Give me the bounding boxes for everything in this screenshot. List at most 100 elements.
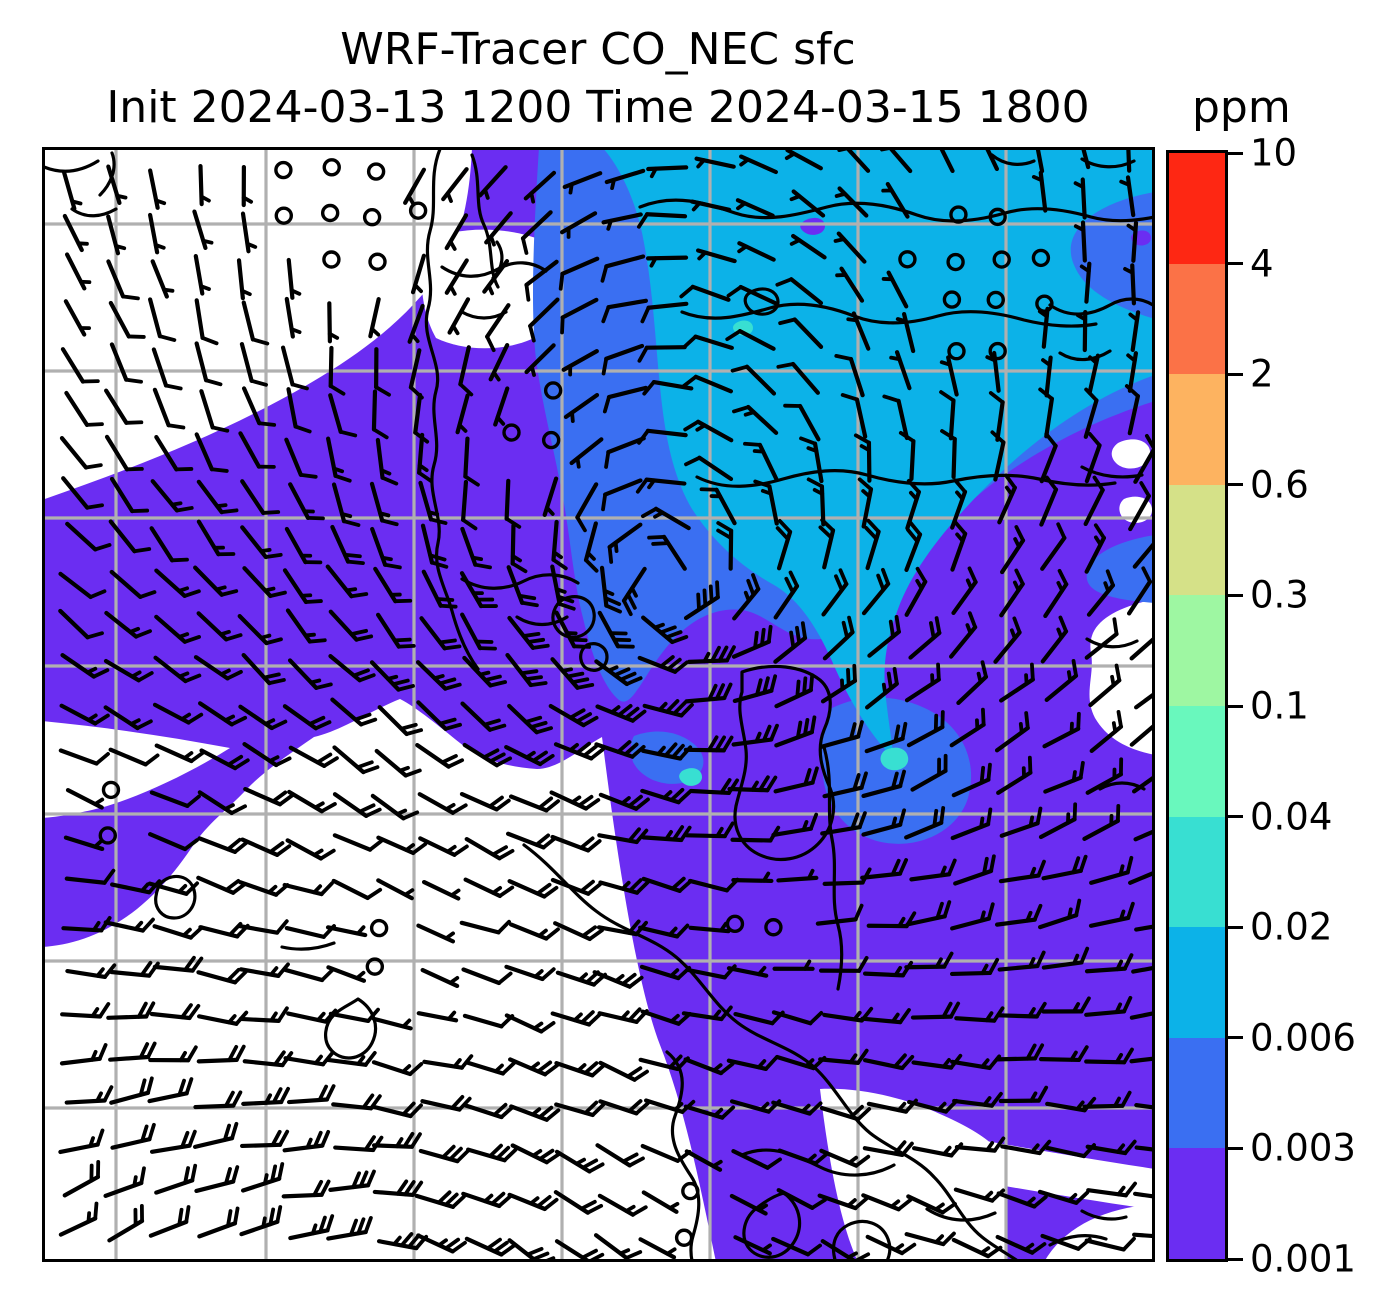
wind-barb — [1084, 995, 1133, 1017]
wind-barb — [551, 519, 568, 571]
calm-wind-circle — [947, 342, 966, 361]
wind-barb — [906, 710, 945, 748]
wind-barb — [148, 297, 177, 342]
wind-barb — [149, 790, 201, 809]
figure-subtitle: Init 2024-03-13 1200 Time 2024-03-15 180… — [106, 82, 1090, 133]
map-frame — [42, 147, 1155, 1262]
wind-barb — [284, 526, 323, 565]
wind-barb — [419, 616, 462, 651]
wind-barb — [860, 1008, 911, 1025]
wind-barb — [106, 259, 140, 301]
wind-barb — [604, 168, 646, 191]
wind-barb — [594, 740, 646, 759]
geo-boundary-line — [990, 153, 1036, 166]
wind-barb — [548, 703, 599, 728]
wind-barb — [1041, 946, 1090, 970]
wind-barb — [286, 387, 312, 434]
wind-barb — [553, 741, 605, 761]
wind-barb — [789, 233, 827, 260]
wind-barb — [554, 1100, 606, 1118]
wind-barb — [1126, 566, 1153, 616]
wind-barb — [956, 660, 989, 706]
wind-barb — [508, 794, 561, 813]
wind-barb — [684, 1149, 723, 1172]
wind-barb — [646, 165, 689, 179]
wind-barb — [598, 1060, 649, 1082]
wind-barb — [569, 437, 604, 469]
colorbar-bar — [1166, 150, 1228, 1262]
wind-barb — [1123, 263, 1136, 306]
wind-barb — [441, 167, 469, 203]
wind-barb — [237, 614, 283, 646]
tracer-0.003-0.006-east-band — [1086, 535, 1155, 603]
wind-barb — [418, 836, 469, 857]
calm-wind-circle — [408, 201, 428, 220]
wind-barb — [1031, 170, 1048, 213]
wind-barb — [777, 1148, 829, 1166]
calm-wind-circle — [946, 252, 965, 272]
wind-barb — [864, 721, 908, 754]
geo-boundary-line — [925, 1207, 997, 1222]
wind-barb — [833, 231, 867, 264]
wind-barb — [1073, 220, 1087, 263]
wind-barb — [237, 919, 289, 935]
wind-barb — [416, 923, 456, 944]
wind-barb — [984, 147, 999, 172]
wind-barb — [776, 868, 819, 883]
wind-barb — [243, 786, 295, 807]
wind-barb — [690, 199, 732, 212]
wind-barb — [284, 437, 318, 479]
wind-barb — [1083, 475, 1105, 527]
wind-barb — [771, 1236, 822, 1257]
colorbar-tick-label: 0.02 — [1250, 905, 1333, 949]
tracer-0.006-0.02-northeast — [602, 147, 1155, 759]
wind-barb — [775, 519, 793, 571]
wind-barb — [860, 858, 909, 880]
wind-barb — [881, 270, 909, 309]
wind-barb — [988, 391, 1005, 442]
wind-barb — [774, 715, 817, 748]
wind-barb — [743, 441, 779, 482]
wind-barb — [374, 748, 422, 778]
wind-barb — [325, 925, 368, 938]
wind-barb — [285, 608, 327, 644]
wind-barb — [679, 284, 731, 302]
calm-wind-circle — [101, 780, 121, 800]
wind-barb — [861, 567, 891, 616]
wind-barb — [638, 923, 690, 939]
wind-barb — [283, 967, 335, 983]
wind-barb — [242, 742, 292, 768]
wind-barb — [904, 520, 923, 573]
wind-barb — [59, 436, 103, 470]
wind-barb — [327, 301, 340, 344]
wind-barb — [285, 838, 336, 861]
wind-barb — [835, 266, 865, 303]
wind-barb — [328, 609, 374, 642]
wind-barb — [597, 827, 649, 845]
wind-barb — [733, 1235, 772, 1256]
wind-barb — [460, 526, 492, 570]
wind-barb — [694, 156, 736, 169]
wind-barb — [416, 700, 462, 731]
wind-barb — [771, 1100, 823, 1116]
wind-barb — [466, 1143, 518, 1163]
wind-barb — [999, 568, 1025, 618]
wind-barb — [328, 1169, 376, 1192]
wind-barb — [822, 615, 855, 661]
wind-barb — [1084, 1047, 1134, 1065]
colorbar-tick — [1228, 925, 1243, 929]
wind-barb — [641, 506, 691, 531]
geo-boundary-line — [1080, 1209, 1128, 1221]
wind-barb — [554, 1061, 606, 1078]
wind-barb — [645, 255, 689, 268]
wind-barb — [482, 259, 510, 296]
wind-barb — [553, 921, 604, 942]
geo-boundary-line — [154, 874, 197, 920]
colorbar-tick — [1228, 1036, 1243, 1040]
wind-barb — [776, 1188, 827, 1210]
wind-barb — [939, 390, 956, 441]
wind-barb — [420, 967, 460, 989]
calm-wind-circle — [898, 250, 917, 269]
wind-barb — [410, 253, 427, 295]
wind-barb — [549, 790, 601, 811]
